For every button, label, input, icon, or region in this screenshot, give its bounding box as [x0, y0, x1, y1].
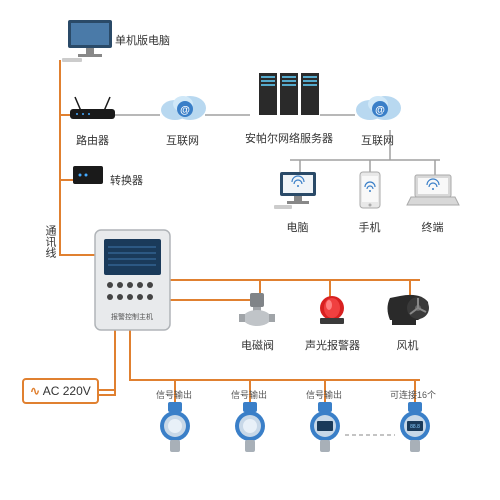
svg-text:报警控制主机: 报警控制主机	[111, 312, 153, 321]
label-pc: 电脑	[270, 219, 325, 235]
node-valve: 电磁阀	[235, 290, 280, 353]
label-terminal: 终端	[405, 219, 460, 235]
node-server: 安帕尔网络服务器	[245, 68, 333, 146]
label-server: 安帕尔网络服务器	[245, 130, 333, 146]
node-converter: 转换器	[68, 162, 108, 195]
node-alarm: 声光报警器	[305, 290, 360, 353]
node-sensor-4: 可连接16个 88.8	[390, 400, 440, 460]
node-fan: 风机	[380, 288, 435, 353]
node-sensor-1: 信号输出	[150, 400, 200, 460]
node-sensor-2: 信号输出	[225, 400, 275, 460]
svg-text:@: @	[375, 105, 385, 116]
node-cloud1: @ 互联网	[155, 90, 210, 148]
node-ac-power: ∿ AC 220V	[22, 378, 99, 404]
label-cloud1: 互联网	[155, 132, 210, 148]
label-cloud2: 互联网	[350, 132, 405, 148]
node-router: 路由器	[65, 95, 120, 148]
label-commline: 通讯线	[42, 225, 58, 263]
node-pc-standalone: 单机版电脑	[60, 18, 120, 68]
node-sensor-3: 信号输出	[300, 400, 350, 460]
node-host: 报警控制主机	[90, 225, 175, 340]
label-router: 路由器	[65, 132, 120, 148]
label-pc-standalone: 单机版电脑	[115, 32, 170, 48]
node-cloud2: @ 互联网	[350, 90, 405, 148]
node-terminal: 终端	[405, 172, 460, 235]
label-valve: 电磁阀	[235, 337, 280, 353]
label-phone: 手机	[352, 219, 387, 235]
svg-text:@: @	[180, 105, 190, 116]
label-alarm: 声光报警器	[305, 337, 360, 353]
node-pc: 电脑	[270, 170, 325, 235]
label-ac: AC 220V	[43, 384, 91, 398]
label-converter: 转换器	[110, 172, 143, 188]
node-phone: 手机	[352, 170, 387, 235]
label-fan: 风机	[380, 337, 435, 353]
svg-text:88.8: 88.8	[410, 424, 420, 430]
